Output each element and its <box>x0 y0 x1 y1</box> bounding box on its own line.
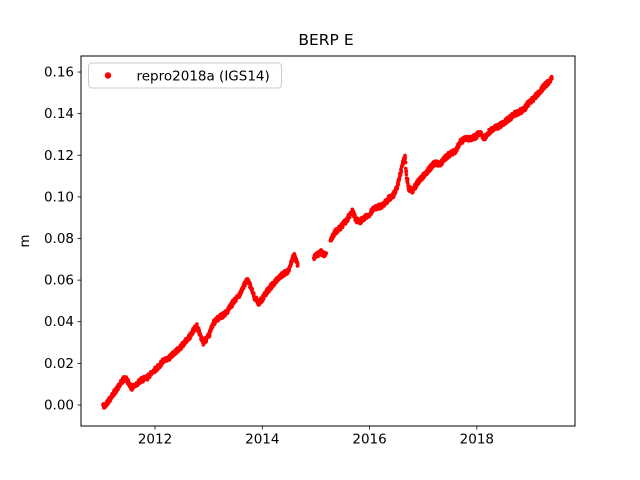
y-tick-label: 0.06 <box>44 273 74 289</box>
legend-box <box>88 62 282 89</box>
data-series-points <box>101 74 554 410</box>
x-tick-label: 2014 <box>245 432 279 448</box>
legend-label: repro2018a (IGS14) <box>137 69 270 85</box>
x-tick-label: 2018 <box>460 432 494 448</box>
x-tick-label: 2016 <box>352 432 386 448</box>
x-tick-label: 2012 <box>138 432 172 448</box>
y-tick-label: 0.10 <box>44 189 74 205</box>
y-tick-label: 0.12 <box>44 148 74 164</box>
plot-border <box>80 55 576 427</box>
y-tick-label: 0.00 <box>44 397 74 413</box>
chart-title: BERP E <box>298 31 353 49</box>
y-tick-label: 0.08 <box>44 231 74 247</box>
x-axis-ticks: 2012 2014 2016 2018 <box>138 426 494 448</box>
y-tick-label: 0.02 <box>44 356 74 372</box>
y-tick-label: 0.14 <box>44 106 74 122</box>
y-tick-label: 0.04 <box>44 314 74 330</box>
legend-marker-icon <box>104 72 112 79</box>
y-axis-ticks: 0.00 0.02 0.04 0.06 0.08 0.10 0.12 0.14 0.16 <box>44 65 81 413</box>
legend: repro2018a (IGS14) <box>88 62 282 89</box>
y-tick-label: 0.16 <box>44 65 74 81</box>
y-axis-label: m <box>17 234 33 247</box>
